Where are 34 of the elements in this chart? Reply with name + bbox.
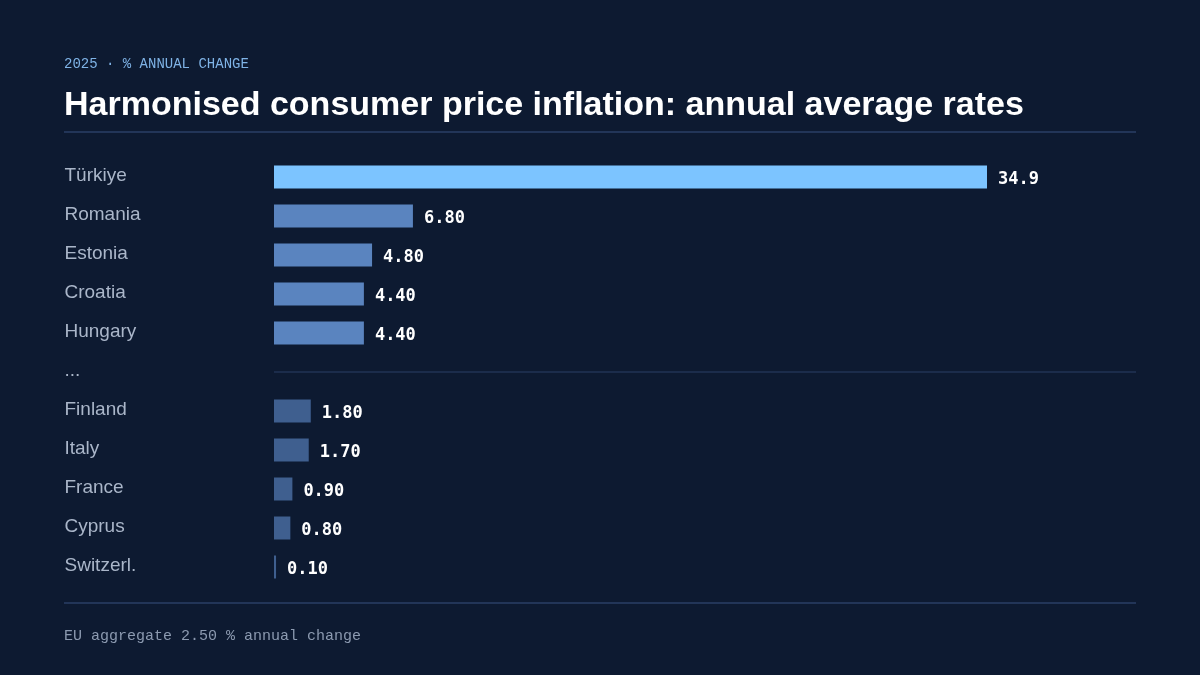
- bar: [274, 204, 413, 228]
- y-tick-label: Switzerl.: [64, 554, 137, 575]
- bar: [274, 555, 277, 579]
- bar: [274, 438, 309, 462]
- data-label: 4.80: [383, 246, 425, 266]
- bar: [274, 165, 987, 189]
- data-label: 0.90: [303, 480, 345, 500]
- y-tick-label: Finland: [64, 398, 127, 419]
- y-tick-label: ...: [64, 359, 81, 380]
- data-label: 4.40: [374, 285, 416, 305]
- text: 2025 · % ANNUAL CHANGE: [64, 56, 249, 72]
- data-label: 0.10: [287, 558, 328, 578]
- bar: [274, 399, 311, 423]
- data-label: 1.80: [321, 402, 363, 422]
- y-tick-label: Cyprus: [64, 515, 125, 536]
- data-label: 4.40: [374, 324, 416, 344]
- y-tick-label: Türkiye: [64, 164, 127, 185]
- bar: [274, 282, 364, 306]
- bar: [274, 243, 373, 267]
- y-tick-label: Italy: [64, 437, 100, 458]
- y-tick-label: Romania: [64, 203, 141, 224]
- y-tick-label: Estonia: [64, 242, 129, 263]
- y-tick-label: France: [64, 476, 124, 497]
- data-label: 6.80: [423, 207, 465, 227]
- data-label: 1.70: [319, 441, 361, 461]
- data-label: 34.9: [998, 168, 1039, 188]
- y-tick-label: Croatia: [64, 281, 127, 302]
- chart-title: Harmonised consumer price inflation: annual average rates: [64, 84, 1024, 122]
- bar: [274, 516, 291, 540]
- text: EU aggregate 2.50 % annual change: [64, 628, 362, 645]
- y-tick-label: Hungary: [64, 320, 137, 341]
- data-label: 0.80: [301, 519, 343, 539]
- bar: [274, 477, 293, 501]
- bar: [274, 321, 364, 345]
